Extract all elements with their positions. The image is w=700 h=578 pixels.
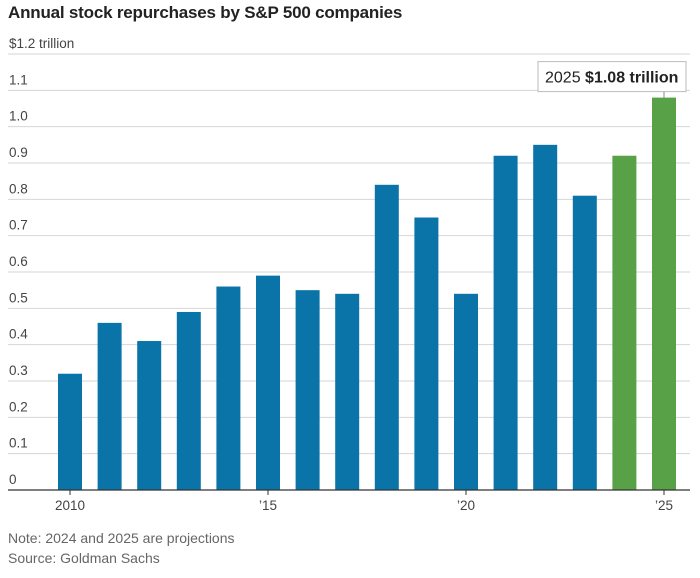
y-tick-label: 0.1	[9, 436, 28, 451]
bars	[58, 97, 676, 491]
bar	[256, 275, 280, 490]
annotation-year: 2025	[545, 70, 585, 87]
chart-source: Source: Goldman Sachs	[8, 550, 160, 566]
y-tick-label: 0.6	[9, 254, 28, 269]
bar	[414, 217, 439, 490]
annotation-label: 2025 $1.08 trillion	[545, 70, 678, 87]
y-tick-label: 0.2	[9, 399, 28, 414]
bar	[137, 341, 162, 490]
chart-note: Note: 2024 and 2025 are projections	[8, 530, 235, 546]
y-tick-label: 0.8	[9, 181, 28, 196]
projected-bar	[652, 97, 676, 490]
y-tick-label: 0	[9, 472, 17, 487]
y-tick-label: 0.9	[9, 145, 28, 160]
y-tick-label: 1.1	[9, 72, 28, 87]
x-axis: 2010 ’15 ’20 ’25	[8, 489, 690, 513]
chart-title: Annual stock repurchases by S&P 500 comp…	[8, 3, 403, 22]
bar	[572, 195, 597, 490]
y-tick-label: 0.7	[9, 218, 28, 233]
y-tick-label: 0.3	[9, 363, 28, 378]
bar	[97, 322, 122, 490]
bar	[493, 155, 518, 490]
y-tick-label: 0.5	[9, 290, 28, 305]
y-axis-labels: $1.2 trillion 1.1 1.0 0.9 0.8 0.7 0.6 0.5 0.4 0.3…	[9, 36, 74, 487]
x-tick-label: ’15	[259, 498, 277, 513]
annotation-box	[537, 61, 687, 93]
bar	[374, 184, 399, 491]
bar	[533, 144, 558, 491]
y-tick-label: $1.2 trillion	[9, 36, 74, 51]
x-tick-label: 2010	[55, 498, 85, 513]
bar	[176, 311, 201, 490]
y-tick-label: 1.0	[9, 109, 28, 124]
bar	[58, 373, 82, 490]
bar	[454, 293, 478, 490]
bar	[295, 290, 320, 490]
x-tick-label: ’25	[655, 498, 673, 513]
annotation: 2025 $1.08 trillion	[537, 61, 687, 98]
x-tick-label: ’20	[457, 498, 475, 513]
annotation-value: $1.08 trillion	[585, 70, 678, 87]
y-tick-label: 0.4	[9, 327, 28, 342]
bar	[335, 293, 360, 490]
bar	[216, 286, 241, 490]
projected-bar	[612, 155, 637, 490]
